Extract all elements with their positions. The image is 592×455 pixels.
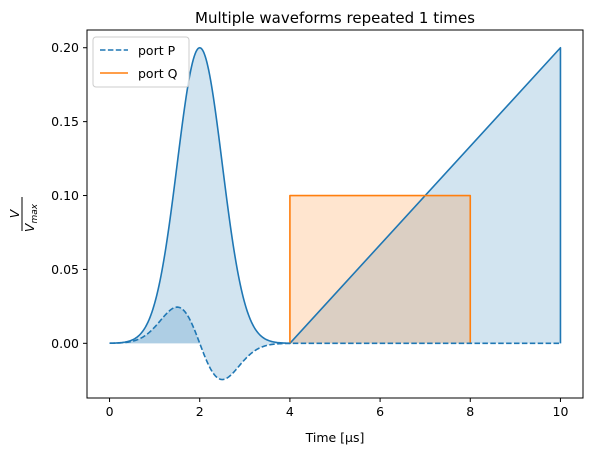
x-tick-label: 6 [376, 404, 384, 419]
y-tick-label: 0.10 [51, 188, 79, 203]
y-tick-label: 0.15 [51, 114, 79, 129]
legend: port P port Q [92, 36, 190, 88]
y-axis-title-denominator: Vmax [22, 203, 40, 232]
y-tick-label: 0.05 [51, 262, 79, 277]
x-tick-label: 4 [286, 404, 294, 419]
line-layer [109, 46, 562, 381]
series-line-2 [109, 46, 562, 345]
plot-frame [86, 29, 584, 399]
x-tick-label: 2 [196, 404, 204, 419]
chart-title: Multiple waveforms repeated 1 times [195, 9, 475, 27]
series-fill-0 [109, 307, 561, 380]
x-tick-label: 8 [466, 404, 474, 419]
y-axis: 0.00 0.05 0.10 0.15 0.20 [51, 40, 87, 351]
y-tick-label: 0.00 [51, 336, 79, 351]
y-axis-title: V Vmax [7, 197, 40, 232]
legend-label-port-q: port Q [138, 66, 178, 81]
x-tick-label: 0 [106, 404, 114, 419]
fill-layer [109, 47, 561, 380]
y-axis-title-denominator-sub: max [30, 203, 40, 223]
y-tick-label: 0.20 [51, 40, 79, 55]
series-line-1 [289, 194, 472, 344]
series-fill-2 [109, 47, 561, 344]
y-axis-title-numerator: V [7, 208, 22, 218]
legend-label-port-p: port P [138, 43, 176, 58]
series-fill-1 [289, 195, 471, 344]
x-axis: 0 2 4 6 8 10 [106, 398, 569, 419]
x-tick-label: 10 [553, 404, 569, 419]
series-line-0 [109, 306, 561, 381]
x-axis-title: Time [µs] [305, 430, 365, 445]
